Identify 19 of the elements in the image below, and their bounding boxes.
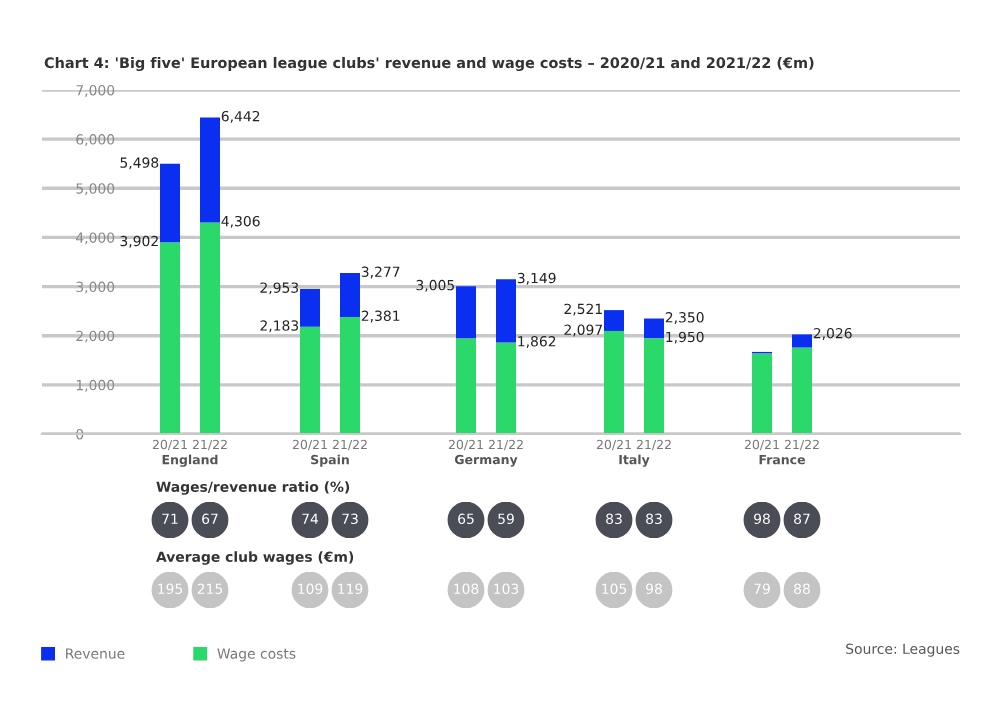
bar <box>160 242 180 434</box>
bar <box>456 286 476 339</box>
bar <box>604 310 624 331</box>
bar <box>300 326 320 434</box>
bar <box>456 338 476 434</box>
bar <box>340 316 360 434</box>
bar <box>340 272 360 317</box>
bar <box>644 338 664 434</box>
bar <box>496 279 516 343</box>
bar <box>792 334 812 348</box>
bar <box>752 353 772 434</box>
bar <box>200 222 220 434</box>
bar <box>200 117 220 223</box>
bar <box>644 318 664 339</box>
bar <box>160 163 180 243</box>
bar <box>300 288 320 327</box>
bar <box>496 342 516 434</box>
bar <box>792 347 812 434</box>
bar <box>604 330 624 434</box>
